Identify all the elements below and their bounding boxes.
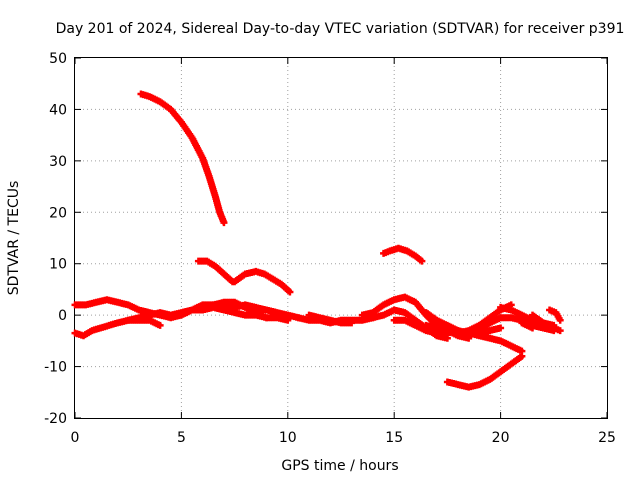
data-point: [518, 352, 526, 360]
data-point: [263, 314, 271, 322]
x-tick-label: 20: [492, 430, 510, 446]
x-tick-label: 15: [385, 430, 403, 446]
axis-ticks: 0 5 10 15 20 25 -20 -10 0 10 20 30 40 50: [44, 51, 616, 446]
grid: [75, 58, 607, 418]
chart-title: Day 201 of 2024, Sidereal Day-to-day VTE…: [56, 21, 625, 37]
x-tick-label: 5: [177, 430, 186, 446]
x-tick-label: 10: [279, 430, 297, 446]
data-point: [556, 327, 564, 335]
y-tick-label: 30: [49, 154, 67, 170]
data-point: [286, 288, 294, 296]
y-tick-label: 50: [49, 51, 67, 67]
x-axis-label: GPS time / hours: [281, 458, 398, 474]
data-point: [529, 324, 537, 332]
data-point: [220, 219, 228, 227]
series-arc-3: [231, 267, 294, 296]
plot-frame: [74, 57, 608, 419]
data-point: [550, 321, 558, 329]
y-tick-label: -20: [44, 411, 67, 427]
series-arc-22: [529, 311, 558, 329]
data-point: [556, 316, 564, 324]
series-arc-21: [518, 319, 537, 332]
x-tick-label: 0: [71, 430, 80, 446]
series-arc-4: [380, 244, 426, 265]
y-tick-label: 40: [49, 102, 67, 118]
y-tick-label: -10: [44, 360, 67, 376]
y-tick-label: 0: [58, 308, 67, 324]
series-arc-8: [188, 298, 271, 322]
data-point: [284, 316, 292, 324]
y-tick-label: 10: [49, 257, 67, 273]
data-point: [348, 319, 356, 327]
series-arc-10: [305, 311, 356, 327]
series-arc-23: [546, 306, 564, 324]
x-tick-label: 25: [598, 430, 616, 446]
y-axis-label: SDTVAR / TECUs: [6, 181, 22, 296]
data-points: [71, 90, 564, 391]
series-arc-1: [137, 90, 228, 227]
data-point: [497, 324, 505, 332]
series-arc-6: [71, 316, 164, 340]
series-arc-17: [443, 352, 526, 391]
y-tick-label: 20: [49, 205, 67, 221]
data-point: [156, 321, 164, 329]
series-arc-2: [194, 257, 236, 286]
data-point: [418, 257, 426, 265]
